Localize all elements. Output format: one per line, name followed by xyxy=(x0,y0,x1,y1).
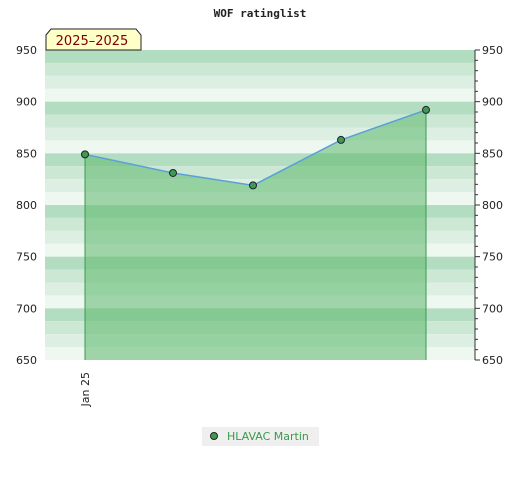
data-point xyxy=(422,105,430,114)
y-tick-label-right: 850 xyxy=(482,147,503,160)
y-tick-label-left: 650 xyxy=(16,354,37,367)
background-band xyxy=(45,75,475,89)
background-band xyxy=(45,101,475,115)
data-point xyxy=(337,135,345,144)
x-axis: Jan 25 xyxy=(79,372,92,407)
y-tick-label-right: 950 xyxy=(482,44,503,57)
background-band xyxy=(45,114,475,128)
y-tick-label-left: 900 xyxy=(16,96,37,109)
data-point xyxy=(169,168,177,177)
x-tick-label: Jan 25 xyxy=(79,372,92,407)
data-point xyxy=(249,181,257,190)
period-badge-text: 2025–2025 xyxy=(56,34,129,49)
y-tick-label-left: 950 xyxy=(16,44,37,57)
y-tick-label-left: 750 xyxy=(16,251,37,264)
y-tick-label-left: 700 xyxy=(16,302,37,315)
legend: HLAVAC Martin xyxy=(202,427,319,446)
y-tick-label-left: 850 xyxy=(16,147,37,160)
y-tick-label-right: 650 xyxy=(482,354,503,367)
period-badge-shape xyxy=(45,28,142,51)
y-tick-label-left: 800 xyxy=(16,199,37,212)
point-layer xyxy=(81,105,430,190)
y-tick-label-right: 900 xyxy=(482,96,503,109)
y-tick-label-right: 700 xyxy=(482,302,503,315)
y-axis-left: 650 700 750 800 850 900 950 xyxy=(16,44,37,367)
period-badge: 2025–2025 xyxy=(45,28,142,51)
background-band xyxy=(45,62,475,76)
y-tick-label-right: 800 xyxy=(482,199,503,212)
chart-title: WOF ratinglist xyxy=(214,7,307,20)
data-point xyxy=(81,150,89,159)
y-tick-label-right: 750 xyxy=(482,251,503,264)
legend-marker xyxy=(210,432,218,440)
legend-label: HLAVAC Martin xyxy=(227,430,309,443)
legend-box xyxy=(202,427,319,446)
background-band xyxy=(45,88,475,102)
background-band xyxy=(45,50,475,63)
y-axis-right: 650 700 750 800 850 900 950 xyxy=(474,44,503,367)
